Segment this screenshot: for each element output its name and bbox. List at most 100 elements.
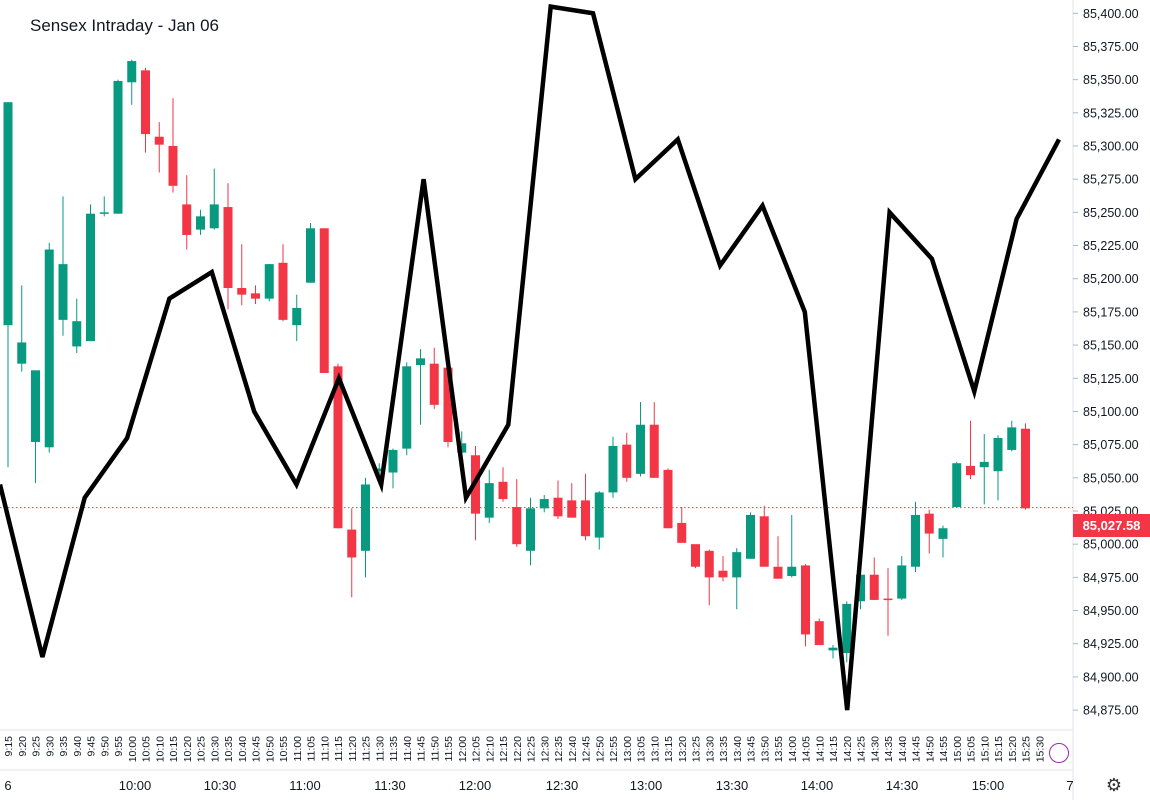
y-tick-label: 85,300.00 [1083,140,1139,154]
x-tick-label-small: 12:40 [567,736,579,762]
x-tick-label-small: 10:05 [141,736,153,762]
x-tick-label-small: 11:15 [333,736,345,762]
x-tick-label-small: 10:40 [237,736,249,762]
x-tick-label-small: 13:10 [649,736,661,762]
x-tick-label-small: 11:05 [306,736,318,762]
y-tick-label: 85,125.00 [1083,372,1139,386]
x-tick-label-small: 12:00 [457,736,469,762]
x-tick-label-small: 15:20 [1007,736,1019,762]
candle-body [1021,428,1030,509]
candle-body [182,204,192,235]
y-tick-label: 85,400.00 [1083,7,1139,21]
x-tick-label-small: 10:20 [182,736,194,762]
x-tick-label-large: 10:30 [204,778,237,793]
x-tick-label-small: 10:25 [196,736,208,762]
y-tick-label: 84,925.00 [1083,637,1139,651]
candle-body [99,212,109,214]
candle-body [704,550,714,578]
candle-body [292,307,302,326]
x-tick-label-small: 14:50 [924,736,936,762]
x-tick-label-small: 9:15 [3,736,15,757]
gear-icon[interactable]: ⚙ [1105,775,1123,795]
y-tick-label: 85,075.00 [1083,438,1139,452]
candle-body [1007,427,1017,450]
x-tick-label-small: 9:55 [113,736,125,757]
candle-body [966,465,975,476]
candle-body [416,358,425,365]
candle-body [3,102,13,326]
candle-body [567,500,577,518]
candle-body [333,366,343,529]
x-tick-label-small: 12:10 [484,736,496,762]
y-tick-label: 85,100.00 [1083,405,1139,419]
x-tick-label-small: 13:00 [622,736,634,762]
x-tick-label-small: 10:35 [223,736,235,762]
x-tick-label-large: 15:00 [972,778,1005,793]
x-tick-label-large: 11:30 [374,778,406,793]
candle-body [484,483,494,518]
candle-body [718,570,728,578]
x-tick-label-small: 14:05 [801,736,813,762]
x-tick-label-small: 15:25 [1021,736,1033,762]
x-tick-label-large: 6 [4,778,11,793]
y-tick-label: 84,875.00 [1083,704,1139,718]
candle-body [72,321,82,347]
candle-body [278,262,288,320]
x-tick-label-small: 10:50 [264,736,276,762]
candle-body [127,61,137,83]
candle-body [897,565,907,599]
x-tick-label-small: 12:25 [526,736,538,762]
y-tick-label: 84,900.00 [1083,670,1139,684]
candle-body [787,566,797,577]
candle-body [319,228,329,373]
x-tick-label-small: 13:35 [718,736,730,762]
candle-body [924,513,934,534]
x-tick-label-small: 9:45 [86,736,98,757]
x-tick-label-small: 12:15 [498,736,510,762]
candle-body [801,565,810,635]
candle-body [44,249,54,448]
x-tick-label-small: 15:15 [993,736,1005,762]
candle-body [732,552,742,578]
x-tick-label-small: 14:00 [787,736,799,762]
x-tick-label-small: 9:30 [44,736,56,757]
chart-title: Sensex Intraday - Jan 06 [30,16,220,35]
y-tick-label: 84,975.00 [1083,571,1139,585]
candle-body [539,499,549,509]
candle-body [993,438,1003,472]
x-tick-label-small: 12:30 [539,736,551,762]
y-tick-label: 85,200.00 [1083,272,1139,286]
candle-body [17,342,27,364]
x-tick-label-small: 14:35 [883,736,895,762]
candle-body [429,363,439,405]
x-tick-label-small: 15:00 [952,736,964,762]
candle-body [828,647,838,651]
x-tick-label-large: 10:00 [119,778,152,793]
candle-body [251,293,260,299]
candle-body [979,461,989,468]
y-tick-label: 85,375.00 [1083,40,1139,54]
x-tick-label-large: 12:00 [459,778,492,793]
x-tick-label-large: 13:00 [630,778,663,793]
candle-body [677,522,687,543]
y-tick-label: 85,275.00 [1083,173,1139,187]
x-tick-label-large: 7 [1066,778,1073,793]
candle-body [938,528,948,539]
candle-body [691,544,700,567]
x-tick-label-small: 12:50 [594,736,606,762]
x-tick-label-small: 10:45 [251,736,263,762]
candle-body [86,213,95,342]
y-tick-label: 85,175.00 [1083,305,1139,319]
candle-body [622,444,632,478]
x-tick-label-small: 9:40 [72,736,84,757]
candle-body [388,449,398,473]
candle-body [306,228,315,283]
candle-body [223,207,233,289]
candle-body [759,516,769,567]
x-tick-label-small: 12:55 [608,736,620,762]
x-tick-label-small: 11:55 [443,736,455,762]
x-tick-label-small: 11:25 [361,736,373,762]
x-tick-label-small: 11:40 [402,736,414,762]
x-tick-label-small: 13:45 [746,736,758,762]
